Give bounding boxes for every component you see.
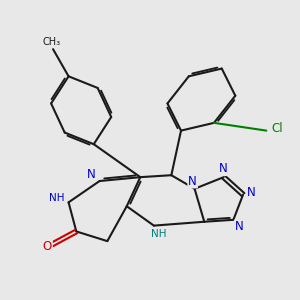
Text: CH₃: CH₃	[42, 37, 60, 47]
Text: N: N	[87, 167, 95, 181]
Text: N: N	[188, 175, 197, 188]
Text: Cl: Cl	[272, 122, 283, 135]
Text: N: N	[219, 162, 228, 175]
Text: NH: NH	[151, 229, 166, 239]
Text: N: N	[235, 220, 244, 233]
Text: N: N	[247, 186, 256, 199]
Text: O: O	[43, 241, 52, 254]
Text: NH: NH	[49, 194, 65, 203]
